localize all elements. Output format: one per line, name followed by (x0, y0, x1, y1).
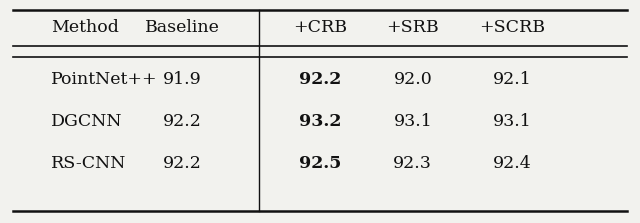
Text: 93.2: 93.2 (299, 113, 341, 130)
Text: +CRB: +CRB (293, 19, 347, 36)
Text: 92.3: 92.3 (394, 155, 432, 172)
Text: Baseline: Baseline (145, 19, 220, 36)
Text: PointNet++: PointNet++ (51, 71, 158, 88)
Text: 92.2: 92.2 (299, 71, 341, 88)
Text: 92.2: 92.2 (163, 155, 202, 172)
Text: 91.9: 91.9 (163, 71, 202, 88)
Text: 93.1: 93.1 (394, 113, 432, 130)
Text: Method: Method (51, 19, 119, 36)
Text: DGCNN: DGCNN (51, 113, 123, 130)
Text: +SRB: +SRB (387, 19, 439, 36)
Text: 92.2: 92.2 (163, 113, 202, 130)
Text: +SCRB: +SCRB (479, 19, 545, 36)
Text: 92.5: 92.5 (299, 155, 341, 172)
Text: RS-CNN: RS-CNN (51, 155, 127, 172)
Text: 92.0: 92.0 (394, 71, 432, 88)
Text: 92.1: 92.1 (493, 71, 531, 88)
Text: 93.1: 93.1 (493, 113, 531, 130)
Text: 92.4: 92.4 (493, 155, 531, 172)
